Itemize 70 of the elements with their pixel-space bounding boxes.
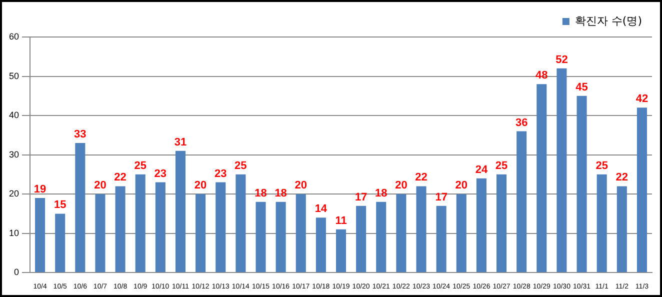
data-label: 25: [596, 160, 608, 172]
data-label: 33: [74, 128, 86, 141]
data-label: 42: [636, 93, 648, 106]
y-tick-label: 0: [14, 267, 20, 278]
y-tick-label: 20: [8, 188, 20, 199]
data-label: 52: [556, 54, 568, 66]
data-label: 20: [194, 180, 207, 192]
bar: [35, 198, 46, 272]
bar: [155, 182, 166, 272]
bar: [256, 202, 266, 272]
bar: [55, 214, 66, 272]
data-label: 20: [294, 180, 307, 192]
bar: [476, 178, 486, 272]
bar: [536, 84, 547, 272]
bar: [456, 194, 466, 272]
data-label: 22: [616, 172, 628, 184]
data-label: 19: [34, 184, 46, 196]
data-label: 20: [455, 180, 468, 192]
data-label: 23: [214, 168, 227, 180]
data-label: 17: [435, 191, 448, 204]
data-label: 25: [495, 160, 508, 172]
bar: [196, 194, 206, 272]
bar: [616, 186, 627, 272]
y-tick-label: 40: [8, 110, 20, 120]
data-label: 15: [54, 199, 66, 212]
data-label: 25: [234, 160, 247, 172]
bar: [516, 131, 527, 272]
data-label: 18: [254, 187, 267, 200]
bar: [576, 96, 587, 272]
y-tick-label: 50: [8, 70, 20, 81]
bar: [135, 174, 146, 272]
bar: [496, 174, 507, 272]
data-label: 25: [134, 160, 146, 172]
data-label: 20: [94, 180, 106, 192]
data-label: 36: [515, 116, 528, 129]
data-label: 11: [335, 214, 347, 227]
y-tick-label: 10: [8, 228, 20, 238]
legend-label: 확진자 수(명): [574, 14, 642, 28]
y-tick-label: 60: [8, 31, 20, 42]
data-label: 22: [415, 172, 428, 184]
bar: [596, 174, 607, 272]
bar: [636, 108, 647, 272]
bar: [356, 206, 366, 272]
data-label: 23: [154, 168, 167, 180]
bar: [276, 202, 286, 272]
data-label: 18: [375, 187, 388, 200]
data-label: 20: [395, 180, 408, 192]
bar: [75, 143, 86, 272]
data-label: 22: [114, 172, 126, 184]
bar: [216, 182, 226, 272]
y-tick-label: 30: [8, 149, 20, 160]
bar: [115, 186, 126, 272]
bar: [316, 218, 326, 272]
data-label: 14: [314, 203, 328, 216]
bar: [95, 194, 106, 272]
data-label: 31: [174, 136, 187, 148]
bar: [396, 194, 406, 272]
data-label: 24: [475, 164, 488, 176]
bar: [236, 174, 246, 272]
bar: [416, 186, 426, 272]
bar: [296, 194, 306, 272]
bar: [376, 202, 386, 272]
bar: [175, 150, 186, 272]
bar: [336, 229, 346, 272]
bar: [556, 68, 567, 272]
data-label: 48: [536, 70, 548, 82]
data-label: 45: [576, 81, 588, 94]
bar: [436, 206, 446, 272]
data-label: 18: [274, 187, 287, 200]
data-label: 17: [354, 191, 368, 204]
